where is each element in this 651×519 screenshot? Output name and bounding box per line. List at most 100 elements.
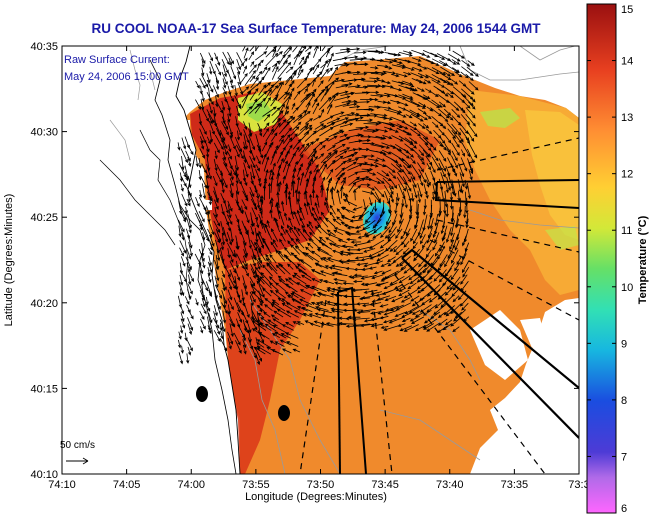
current-vector <box>422 241 427 249</box>
current-vector <box>201 298 206 308</box>
current-vector <box>374 50 383 55</box>
current-vector <box>250 263 256 275</box>
current-vector <box>187 317 194 331</box>
current-vector <box>229 178 234 187</box>
current-vector <box>273 310 284 318</box>
current-vector <box>450 198 454 210</box>
current-vector <box>338 316 347 320</box>
current-vector <box>227 51 234 65</box>
current-vector <box>390 163 402 173</box>
current-vector <box>454 240 460 251</box>
current-vector <box>244 211 250 224</box>
current-vector <box>371 298 384 303</box>
current-vector <box>396 148 410 159</box>
current-vector <box>333 121 349 128</box>
current-vector <box>266 262 278 275</box>
current-vector <box>409 315 420 322</box>
current-vector <box>244 69 257 86</box>
current-vector <box>314 123 325 130</box>
current-vector <box>236 291 242 304</box>
current-vector <box>291 274 307 285</box>
current-vector <box>388 220 397 234</box>
sst-warm-tongue <box>225 262 320 474</box>
current-vector <box>438 101 447 108</box>
channel-line-solid <box>436 179 579 183</box>
land-contour <box>109 49 156 161</box>
current-vector <box>341 244 354 248</box>
current-vector <box>374 105 392 110</box>
current-vector <box>411 297 425 307</box>
current-vector <box>230 66 237 80</box>
current-vector <box>227 242 235 258</box>
current-vector <box>226 231 233 246</box>
current-vector <box>342 102 358 107</box>
current-vector <box>215 324 221 335</box>
current-vector <box>241 199 248 211</box>
current-vector <box>370 206 375 216</box>
current-vector <box>391 94 407 100</box>
current-vector <box>235 260 239 269</box>
current-vector <box>236 101 242 110</box>
current-vector <box>206 92 214 106</box>
current-vector <box>439 72 452 81</box>
current-vector <box>384 66 393 70</box>
current-vector <box>352 279 363 284</box>
current-vector <box>465 73 474 82</box>
current-vector <box>410 295 420 302</box>
current-vector <box>208 52 213 62</box>
current-vector <box>339 252 348 256</box>
current-vector <box>375 128 389 133</box>
current-vector <box>219 319 226 333</box>
current-vector <box>213 142 220 154</box>
current-vector <box>283 127 292 138</box>
current-vector <box>400 297 411 303</box>
current-vector <box>248 134 256 151</box>
current-vector <box>431 99 443 108</box>
current-vector <box>178 352 184 365</box>
current-vector <box>431 92 439 98</box>
current-vector <box>221 100 226 111</box>
current-vector <box>227 113 231 123</box>
current-vector <box>207 267 211 277</box>
current-vector <box>291 298 305 307</box>
current-vector <box>398 287 406 292</box>
current-vector <box>206 303 211 312</box>
current-vector <box>419 304 432 313</box>
current-vector <box>403 266 413 274</box>
current-vector <box>198 261 204 275</box>
current-vector <box>181 156 185 171</box>
current-vector <box>363 319 378 323</box>
y-tick-label: 40:20 <box>30 298 58 310</box>
current-vector <box>372 232 382 239</box>
current-vector <box>367 185 376 191</box>
current-vector <box>422 206 427 216</box>
current-vector <box>230 255 234 263</box>
bathymetry-contour <box>519 46 576 61</box>
current-vector <box>181 193 188 207</box>
current-vector <box>348 70 361 75</box>
current-vector <box>438 108 450 119</box>
current-vector <box>280 333 292 339</box>
current-vector <box>200 303 207 315</box>
current-vector <box>285 310 299 318</box>
current-vector <box>209 235 215 247</box>
current-vector <box>461 235 467 247</box>
current-vector <box>258 331 270 340</box>
current-vector <box>328 94 336 102</box>
current-vector <box>295 238 305 249</box>
current-vector <box>276 81 284 96</box>
current-vector <box>254 227 259 243</box>
current-vector <box>282 160 288 173</box>
current-vector <box>281 225 286 235</box>
current-vector <box>243 129 250 144</box>
current-vector <box>308 313 322 319</box>
current-vector <box>386 213 392 226</box>
current-vector <box>281 324 294 331</box>
current-vector <box>403 191 408 209</box>
current-vector <box>268 276 277 284</box>
current-vector <box>389 122 403 129</box>
current-vector <box>367 158 380 162</box>
current-vector <box>416 78 427 85</box>
current-vector <box>314 225 322 234</box>
current-vector <box>201 163 207 174</box>
